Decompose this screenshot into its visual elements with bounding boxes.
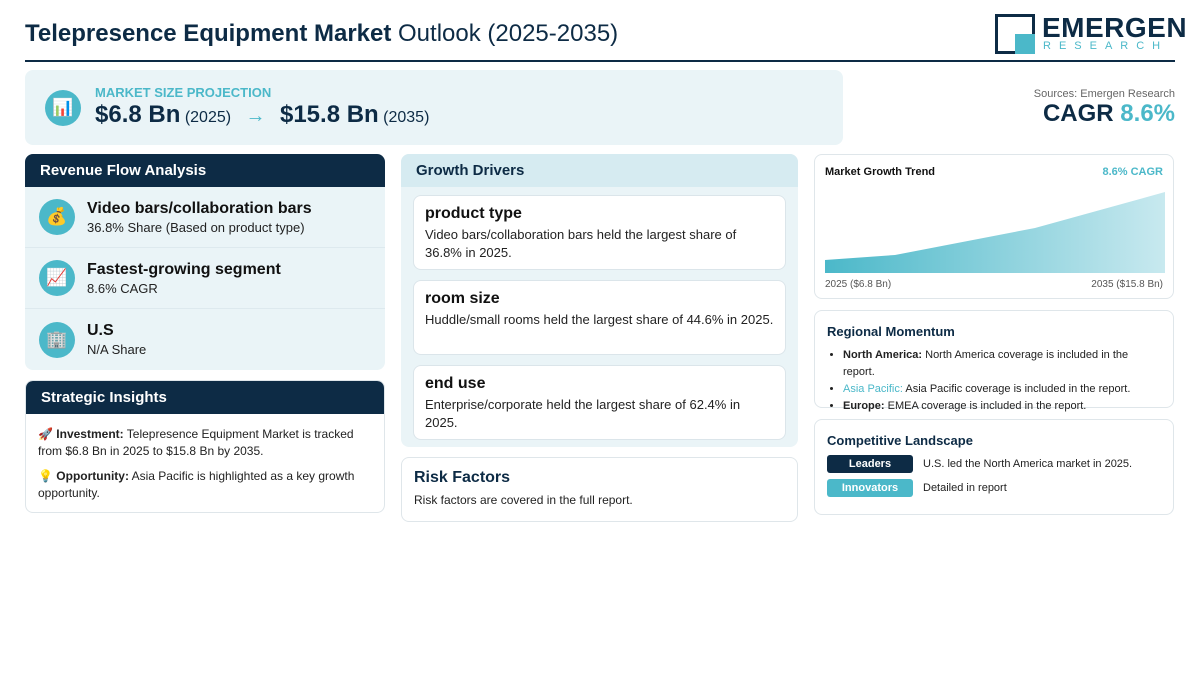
region-label: North America: — [843, 349, 923, 361]
risk-factors: Risk Factors Risk factors are covered in… — [401, 457, 798, 522]
driver-card: product type Video bars/collaboration bar… — [413, 195, 786, 270]
comp-row: Leaders U.S. led the North America market… — [827, 455, 1161, 473]
start-year: (2025) — [184, 109, 232, 126]
flow-icon: 💰 — [39, 199, 75, 235]
trend-area — [825, 192, 1165, 273]
area — [825, 192, 1165, 273]
start-value: $6.8 Bn — [95, 101, 181, 128]
flow-item: 🏢 U.S N/A Share — [25, 309, 385, 370]
revenue-flow: Revenue Flow Analysis 💰 Video bars/collab… — [25, 154, 385, 370]
trend-end: 2035 ($15.8 Bn) — [1091, 279, 1163, 290]
flow-icon: 🏢 — [39, 321, 75, 358]
flow-sub: N/A Share — [87, 342, 147, 357]
driver-title: end use — [425, 375, 486, 392]
projection-icon: 📊 — [45, 90, 81, 126]
region-item: Asia Pacific: Asia Pacific coverage is i… — [843, 381, 1161, 398]
divider — [25, 60, 1175, 62]
strategic-insights: Strategic Insights 🚀 Investment: Telepre… — [25, 380, 385, 513]
section-title: Growth Drivers — [401, 154, 798, 187]
driver-title: product type — [425, 205, 522, 222]
insight-icon: 💡 — [38, 469, 53, 483]
regional: Regional Momentum North America: North A… — [814, 310, 1174, 412]
risk-title: Risk Factors — [414, 469, 511, 486]
section-title: Strategic Insights — [26, 381, 384, 414]
driver-title: room size — [425, 290, 500, 307]
competitive-title: Competitive Landscape — [827, 433, 973, 448]
cagr-value: 8.6% — [1120, 100, 1175, 127]
insight-text: Telepresence Equipment Market is tracked… — [38, 427, 354, 458]
driver-text: Video bars/collaboration bars held the l… — [425, 227, 737, 260]
cagr: CAGR 8.6% — [1043, 100, 1175, 128]
region-label: Europe: — [843, 400, 885, 412]
arrow: → — [245, 105, 266, 127]
insight: 🚀 Investment: Telepresence Equipment Mar… — [38, 426, 372, 460]
insight-icon: 🚀 — [38, 427, 53, 441]
insight-text: Asia Pacific is highlighted as a key gro… — [38, 469, 355, 500]
driver-card: room size Huddle/small rooms held the lar… — [413, 280, 786, 355]
comp-row: Innovators Detailed in report — [827, 479, 1161, 497]
insight-label: Opportunity: — [56, 469, 129, 483]
insight: 💡 Opportunity: Asia Pacific is highlight… — [38, 468, 372, 502]
cagr-label: CAGR — [1042, 100, 1114, 127]
comp-badge: Innovators — [827, 479, 913, 497]
region-label: Asia Pacific: — [843, 383, 903, 395]
logo-accent — [1015, 34, 1035, 54]
flow-text: Fastest-growing segment 8.6% CAGR — [87, 261, 281, 296]
title: Telepresence Equipment Market Outlook (2… — [25, 20, 618, 48]
flow-item: 💰 Video bars/collaboration bars 36.8% Shar… — [25, 187, 385, 248]
growth-drivers: Growth Drivers product type Video bars/co… — [401, 154, 798, 447]
flow-icon: 📈 — [39, 260, 75, 296]
title-bold: Telepresence Equipment Market — [25, 20, 392, 47]
region-text: EMEA coverage is included in the report. — [887, 400, 1087, 412]
title-rest: Outlook (2025-2035) — [398, 20, 619, 47]
insight-label: Investment: — [56, 427, 124, 441]
sources: Sources: Emergen Research — [1033, 88, 1175, 100]
flow-sub: 36.8% Share (Based on product type) — [87, 219, 305, 235]
logo-sub: RESEARCH — [1043, 40, 1169, 52]
trend-box: Market Growth Trend 8.6% CAGR 2025 ($6.8… — [814, 154, 1174, 299]
region-item: Europe: EMEA coverage is included in the… — [843, 398, 1161, 415]
region-text: Asia Pacific coverage is included in the… — [905, 383, 1131, 395]
projection-values: $6.8 Bn (2025) → $15.8 Bn (2035) — [95, 101, 429, 129]
flow-item: 📈 Fastest-growing segment 8.6% CAGR — [25, 248, 385, 309]
comp-text: Detailed in report — [923, 482, 1007, 494]
driver-text: Huddle/small rooms held the largest shar… — [425, 312, 774, 327]
trend-start: 2025 ($6.8 Bn) — [825, 279, 892, 290]
trend-badge: 8.6% CAGR — [1102, 166, 1163, 178]
regional-title: Regional Momentum — [827, 324, 955, 339]
flow-title: U.S — [87, 322, 114, 339]
flow-sub: 8.6% CAGR — [87, 280, 158, 296]
logo-text: EMERGEN — [1042, 12, 1188, 43]
logo-mark — [995, 14, 1035, 54]
flow-text: U.S N/A Share — [87, 322, 146, 357]
trend-title: Market Growth Trend — [825, 166, 936, 178]
flow-title: Fastest-growing segment — [87, 260, 281, 278]
driver-text: Enterprise/corporate held the largest sh… — [425, 397, 741, 430]
comp-badge: Leaders — [827, 455, 913, 473]
region-item: North America: North America coverage is… — [843, 347, 1161, 381]
flow-title: Video bars/collaboration bars — [87, 199, 312, 217]
risk-text: Risk factors are covered in the full rep… — [414, 493, 633, 507]
section-title: Revenue Flow Analysis — [25, 154, 385, 187]
end-year: (2035) — [383, 109, 430, 126]
end-value: $15.8 Bn — [279, 101, 379, 128]
projection-box: 📊 MARKET SIZE PROJECTION $6.8 Bn (2025) … — [25, 70, 843, 145]
comp-text: U.S. led the North America market in 202… — [923, 458, 1133, 470]
projection-label: MARKET SIZE PROJECTION — [95, 85, 272, 100]
competitive: Competitive Landscape Leaders U.S. led th… — [814, 419, 1174, 515]
driver-card: end use Enterprise/corporate held the lar… — [413, 365, 786, 440]
flow-text: Video bars/collaboration bars 36.8% Share… — [87, 200, 312, 235]
region-text: North America coverage is included in th… — [843, 349, 1129, 378]
